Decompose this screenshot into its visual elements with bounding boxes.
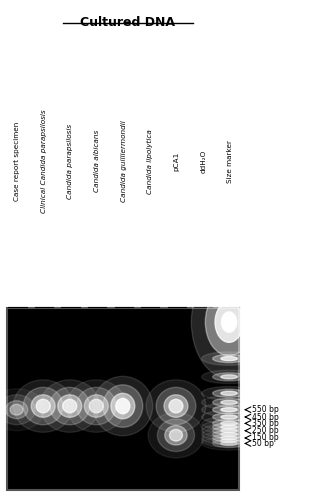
Ellipse shape (213, 406, 246, 414)
Ellipse shape (76, 388, 116, 425)
Text: Candida albicans: Candida albicans (94, 130, 100, 192)
Ellipse shape (157, 419, 195, 452)
Ellipse shape (156, 388, 196, 425)
Ellipse shape (202, 436, 257, 450)
Text: Case report specimen: Case report specimen (14, 122, 20, 201)
Text: 550 bp: 550 bp (252, 405, 279, 414)
Ellipse shape (213, 423, 246, 431)
Ellipse shape (202, 416, 257, 430)
Ellipse shape (202, 386, 257, 400)
Ellipse shape (202, 428, 257, 441)
Ellipse shape (213, 440, 246, 448)
Ellipse shape (10, 404, 23, 415)
Ellipse shape (221, 375, 237, 379)
Ellipse shape (221, 400, 237, 404)
Text: Candida lipolytica: Candida lipolytica (147, 129, 153, 194)
Text: Size marker: Size marker (227, 140, 233, 182)
Ellipse shape (202, 424, 257, 438)
Ellipse shape (221, 415, 237, 419)
Ellipse shape (213, 398, 246, 406)
Ellipse shape (213, 389, 246, 398)
Ellipse shape (146, 380, 206, 432)
Ellipse shape (213, 426, 246, 434)
Ellipse shape (13, 380, 73, 432)
Ellipse shape (40, 380, 100, 432)
Ellipse shape (213, 434, 246, 442)
Text: Candida guilliermondii: Candida guilliermondii (121, 120, 126, 202)
Ellipse shape (213, 420, 246, 428)
Ellipse shape (202, 403, 257, 416)
Ellipse shape (221, 428, 237, 432)
Ellipse shape (103, 385, 143, 428)
Ellipse shape (31, 395, 55, 417)
Bar (7, 308, 239, 490)
Ellipse shape (205, 288, 253, 356)
Ellipse shape (169, 430, 183, 441)
Ellipse shape (165, 426, 187, 445)
Ellipse shape (58, 395, 82, 417)
Ellipse shape (36, 400, 50, 413)
Ellipse shape (63, 400, 77, 413)
Text: Clinical Candida parapsilosis: Clinical Candida parapsilosis (41, 110, 47, 213)
Text: ddH₂O: ddH₂O (200, 150, 206, 173)
Ellipse shape (84, 395, 108, 417)
Text: 250 bp: 250 bp (252, 426, 279, 435)
Text: 150 bp: 150 bp (252, 434, 279, 442)
Ellipse shape (221, 408, 237, 412)
Ellipse shape (164, 395, 188, 417)
Ellipse shape (0, 388, 44, 430)
Ellipse shape (202, 396, 257, 409)
Ellipse shape (202, 431, 257, 444)
Text: 350 bp: 350 bp (252, 419, 279, 428)
Ellipse shape (169, 400, 183, 413)
Ellipse shape (50, 388, 90, 425)
Ellipse shape (111, 394, 135, 419)
Text: Cultured DNA: Cultured DNA (80, 16, 175, 29)
Ellipse shape (213, 373, 246, 381)
Ellipse shape (202, 434, 257, 448)
Ellipse shape (202, 370, 257, 384)
Ellipse shape (93, 376, 153, 436)
Ellipse shape (213, 354, 246, 362)
Ellipse shape (202, 352, 257, 366)
Ellipse shape (221, 438, 237, 443)
Text: Candida parapsilosis: Candida parapsilosis (67, 124, 73, 199)
Ellipse shape (213, 436, 246, 445)
Ellipse shape (213, 430, 246, 438)
Ellipse shape (221, 425, 237, 429)
Ellipse shape (221, 391, 237, 396)
Ellipse shape (202, 420, 257, 434)
Ellipse shape (23, 388, 63, 425)
Ellipse shape (221, 432, 237, 436)
Ellipse shape (89, 400, 103, 413)
Ellipse shape (202, 410, 257, 424)
Ellipse shape (0, 394, 35, 424)
Text: pCA1: pCA1 (174, 152, 180, 171)
Ellipse shape (191, 266, 267, 378)
Ellipse shape (215, 302, 243, 343)
Ellipse shape (5, 400, 28, 418)
Text: 50 bp: 50 bp (252, 439, 274, 448)
Text: 450 bp: 450 bp (252, 412, 279, 422)
Ellipse shape (221, 312, 237, 332)
Ellipse shape (221, 422, 237, 426)
Ellipse shape (148, 412, 204, 458)
Ellipse shape (221, 436, 237, 440)
Ellipse shape (66, 380, 126, 432)
Ellipse shape (221, 442, 237, 446)
Ellipse shape (213, 413, 246, 421)
Ellipse shape (116, 398, 130, 413)
Ellipse shape (221, 356, 237, 360)
